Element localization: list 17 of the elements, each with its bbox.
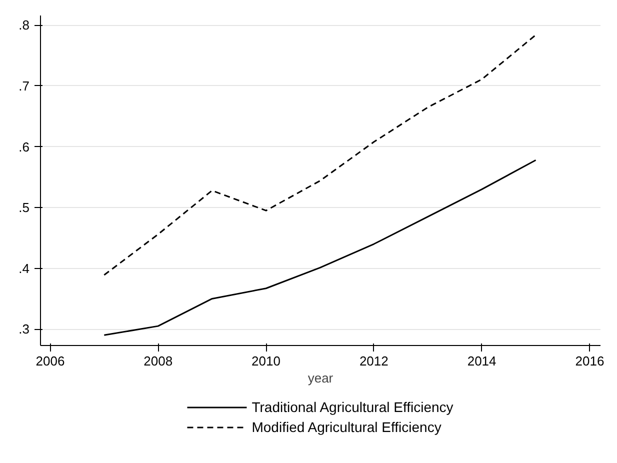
line-series <box>103 159 537 336</box>
y-tick-label: .6 <box>18 139 30 154</box>
y-tick-label: .4 <box>18 260 30 276</box>
y-tick-label: .7 <box>18 78 30 94</box>
x-tick-label: 2012 <box>359 354 388 368</box>
legend-label: Modified Agricultural Efficiency <box>252 419 442 435</box>
y-tick-label: .8 <box>18 18 30 33</box>
x-tick-label: 2016 <box>575 354 604 368</box>
legend-label: Traditional Agricultural Efficiency <box>252 399 454 415</box>
y-tick-label: .3 <box>18 322 30 337</box>
x-tick-label: 2010 <box>252 354 280 368</box>
line-series <box>103 34 537 276</box>
x-tick-label: 2014 <box>467 354 496 368</box>
x-axis-title: year <box>308 370 334 386</box>
x-tick-label: 2006 <box>36 354 65 368</box>
y-tick-label: .5 <box>18 200 30 216</box>
x-tick-label: 2008 <box>144 354 173 368</box>
